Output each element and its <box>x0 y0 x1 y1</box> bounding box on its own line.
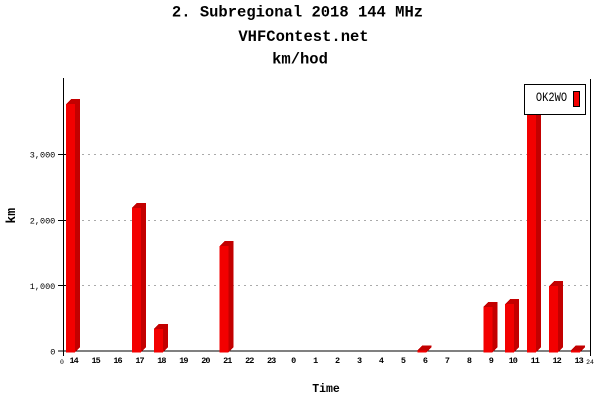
svg-text:24: 24 <box>586 359 594 366</box>
svg-text:21: 21 <box>223 356 232 366</box>
svg-text:1,000: 1,000 <box>30 282 56 292</box>
svg-text:5: 5 <box>401 356 406 366</box>
svg-text:2,000: 2,000 <box>30 216 56 226</box>
svg-text:17: 17 <box>135 356 144 366</box>
svg-text:20: 20 <box>201 356 210 366</box>
svg-text:23: 23 <box>267 356 276 366</box>
svg-text:15: 15 <box>91 356 100 366</box>
svg-text:OK2WO: OK2WO <box>536 90 567 105</box>
svg-text:19: 19 <box>179 356 188 366</box>
svg-text:6: 6 <box>423 356 428 366</box>
svg-text:13: 13 <box>575 356 584 366</box>
svg-text:16: 16 <box>113 356 122 366</box>
svg-text:10: 10 <box>509 356 518 366</box>
svg-text:11: 11 <box>531 356 540 366</box>
svg-text:7: 7 <box>445 356 450 366</box>
svg-text:3,000: 3,000 <box>30 150 56 160</box>
svg-text:2: 2 <box>335 356 340 366</box>
svg-text:0: 0 <box>50 347 55 357</box>
svg-text:km: km <box>4 208 19 224</box>
svg-text:22: 22 <box>245 356 254 366</box>
svg-text:Time: Time <box>312 383 340 396</box>
svg-text:km/hod: km/hod <box>272 51 328 69</box>
svg-text:3: 3 <box>357 356 362 366</box>
svg-text:18: 18 <box>157 356 166 366</box>
svg-text:2. Subregional 2018 144 MHz: 2. Subregional 2018 144 MHz <box>172 4 423 22</box>
svg-text:8: 8 <box>467 356 472 366</box>
svg-text:0: 0 <box>60 359 64 366</box>
svg-text:9: 9 <box>489 356 494 366</box>
svg-text:14: 14 <box>69 356 78 366</box>
svg-text:4: 4 <box>379 356 384 366</box>
svg-text:0: 0 <box>291 356 296 366</box>
svg-text:VHFContest.net: VHFContest.net <box>238 28 368 46</box>
svg-text:1: 1 <box>313 356 318 366</box>
svg-text:12: 12 <box>553 356 562 366</box>
